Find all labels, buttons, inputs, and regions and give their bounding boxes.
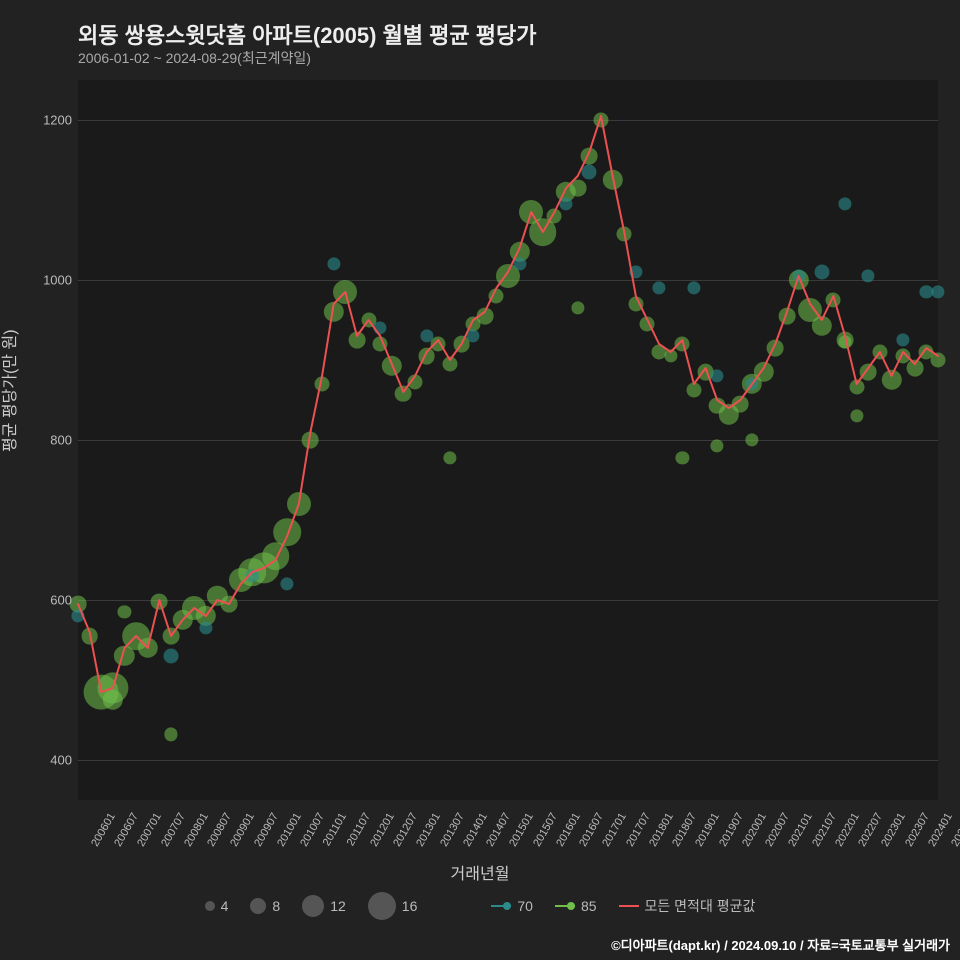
legend-size-item: 16 bbox=[368, 892, 418, 920]
legend-size-item: 12 bbox=[302, 895, 346, 917]
legend-size-item: 8 bbox=[250, 898, 280, 914]
plot-area bbox=[78, 80, 938, 800]
legend-size-label: 4 bbox=[221, 898, 229, 914]
y-tick-label: 1200 bbox=[43, 113, 72, 128]
footer-credit: ©디아파트(dapt.kr) / 2024.09.10 / 자료=국토교통부 실… bbox=[611, 935, 950, 954]
legend-color-item: 70 bbox=[491, 898, 533, 914]
legend: 4 8 12 16 70 85 모든 면적대 평균값 bbox=[0, 892, 960, 920]
legend-size-item: 4 bbox=[205, 898, 229, 914]
legend-color-label: 70 bbox=[517, 898, 533, 914]
y-tick-label: 1000 bbox=[43, 273, 72, 288]
y-tick-label: 800 bbox=[50, 433, 72, 448]
legend-size-label: 8 bbox=[272, 898, 280, 914]
legend-size-label: 12 bbox=[330, 898, 346, 914]
chart-subtitle: 2006-01-02 ~ 2024-08-29(최근계약일) bbox=[78, 48, 311, 68]
y-tick-label: 600 bbox=[50, 593, 72, 608]
chart-title: 외동 쌍용스윗닷홈 아파트(2005) 월별 평균 평당가 bbox=[78, 18, 536, 50]
y-tick-label: 400 bbox=[50, 753, 72, 768]
legend-color-label: 85 bbox=[581, 898, 597, 914]
legend-size-label: 16 bbox=[402, 898, 418, 914]
legend-color-label: 모든 면적대 평균값 bbox=[645, 896, 756, 916]
y-axis-label: 평균 평당가(만 원) bbox=[0, 329, 20, 452]
x-axis-label: 거래년월 bbox=[451, 860, 510, 884]
line-chart-svg bbox=[78, 80, 938, 800]
legend-color-item: 85 bbox=[555, 898, 597, 914]
legend-color-item: 모든 면적대 평균값 bbox=[619, 896, 756, 916]
chart-container: 외동 쌍용스윗닷홈 아파트(2005) 월별 평균 평당가 2006-01-02… bbox=[0, 0, 960, 960]
